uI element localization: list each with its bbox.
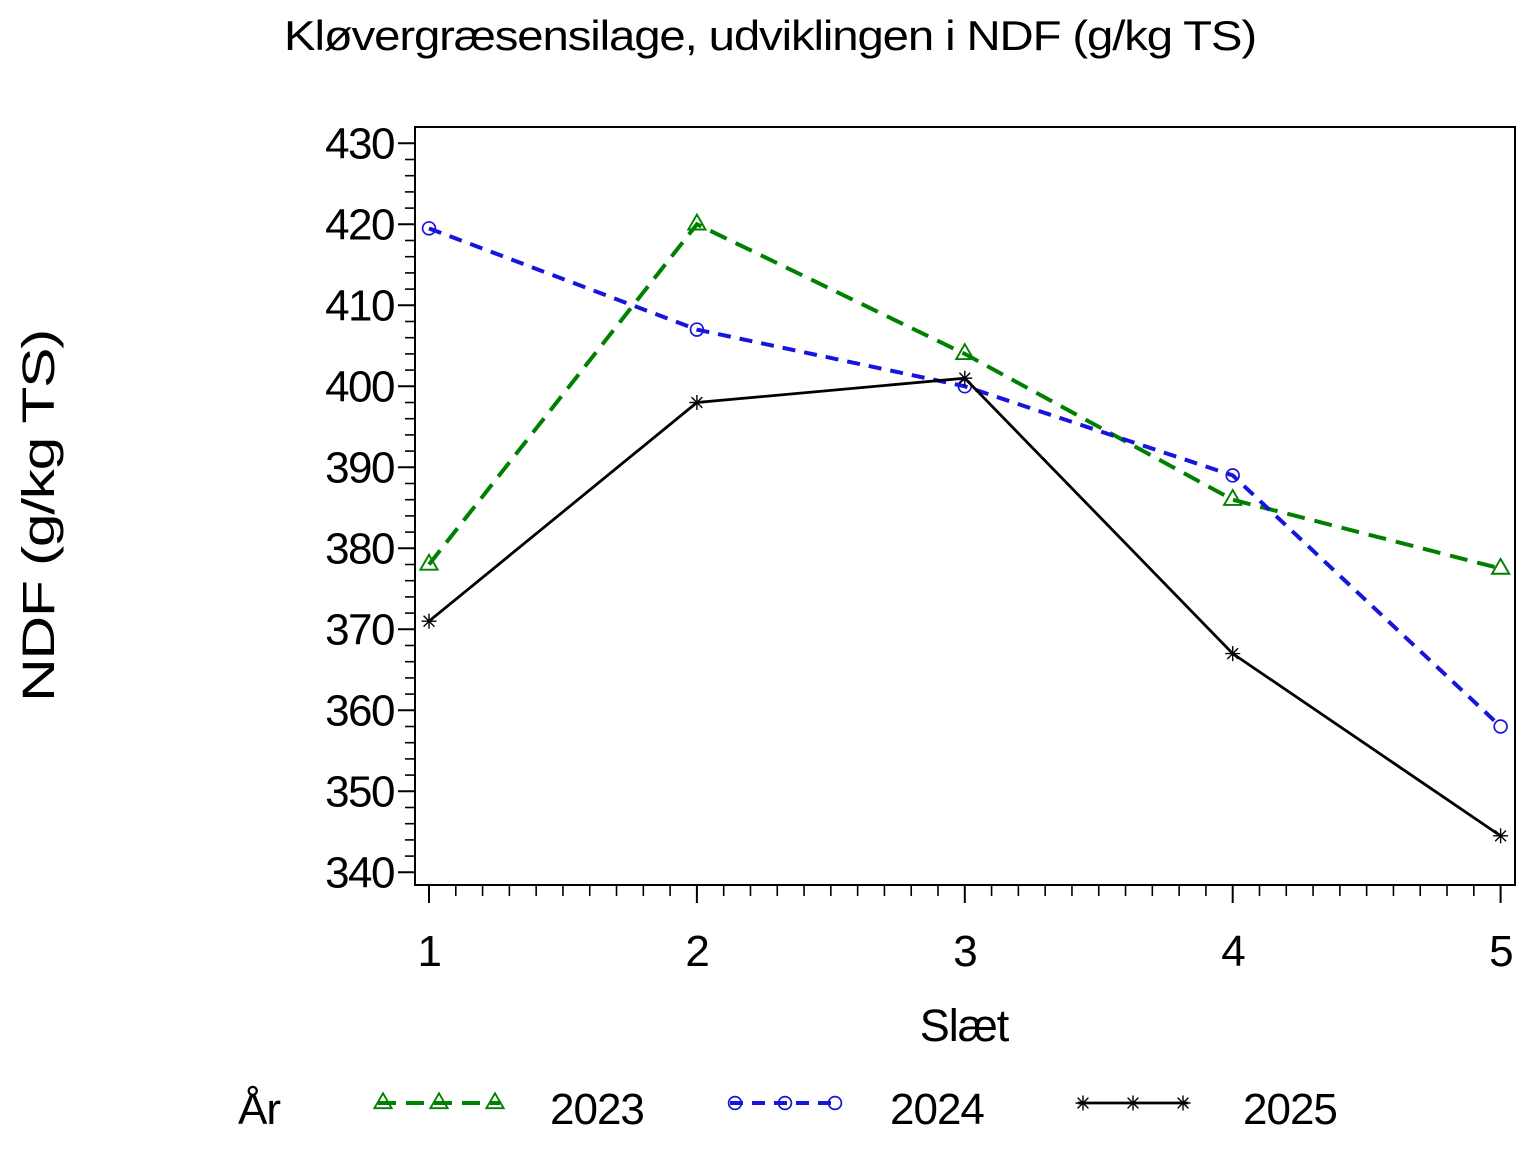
x-axis-title: Slæt — [920, 1000, 1010, 1051]
series-2023-triangle-marker — [1490, 556, 1511, 575]
axis-ticks — [398, 142, 1502, 903]
legend-2025-star-marker — [1075, 1095, 1091, 1111]
y-tick-label: 400 — [325, 362, 394, 411]
y-tick-label: 350 — [325, 767, 394, 816]
legend-label-2024: 2024 — [890, 1085, 984, 1134]
y-tick-label: 370 — [325, 605, 394, 654]
y-tick-label: 340 — [325, 848, 394, 897]
series-2025 — [421, 370, 1509, 844]
series-2023 — [418, 212, 1511, 575]
series-2024-line — [428, 226, 1502, 728]
series-2025-star-marker — [957, 370, 973, 386]
legend-2025-star-marker — [1125, 1095, 1141, 1111]
legend-2025-star-marker — [1175, 1095, 1191, 1111]
series-2024-circle-marker — [689, 322, 705, 337]
series-2024-circle-marker — [421, 221, 437, 236]
legend-sample-2025 — [1075, 1095, 1191, 1111]
series-2023-triangle-marker — [1222, 488, 1243, 506]
y-tick-label: 390 — [325, 443, 394, 492]
y-tick-label: 410 — [325, 281, 394, 330]
series-2023-triangle-marker — [686, 212, 708, 231]
series-2024-circle-marker — [1225, 468, 1240, 483]
x-tick-label: 1 — [418, 927, 441, 976]
series-lines — [418, 212, 1511, 844]
legend-2024-circle-marker — [727, 1095, 743, 1111]
series-2025-line — [428, 376, 1502, 838]
series-2025-star-marker — [689, 395, 705, 410]
plot-border — [414, 126, 1516, 886]
x-tick-label: 3 — [953, 927, 976, 976]
y-tick-label: 430 — [325, 119, 394, 168]
legend-2023-triangle-marker — [428, 1091, 450, 1110]
plot-frame — [414, 126, 1516, 886]
x-tick-label: 4 — [1221, 927, 1245, 976]
series-2025-star-marker — [1225, 646, 1241, 662]
y-axis-title: NDF (g/kg TS) — [13, 330, 64, 702]
legend-2023-triangle-marker — [372, 1091, 394, 1110]
legend-sample-2024 — [727, 1095, 843, 1111]
legend: År 2023 2024 2025 — [238, 1085, 1338, 1134]
series-2023-line — [427, 221, 1502, 571]
series-2023-triangle-marker — [418, 552, 440, 571]
series-2025-star-marker — [1493, 828, 1509, 844]
legend-title: År — [238, 1085, 280, 1134]
tick-labels: 430 420 410 400 390 380 370 360 350 340 1 2 3 4 5 — [325, 119, 1514, 976]
legend-label-2025: 2025 — [1243, 1085, 1337, 1134]
series-2024 — [421, 221, 1508, 734]
legend-2024-circle-marker — [777, 1095, 793, 1111]
legend-sample-2023 — [372, 1091, 506, 1110]
y-tick-label: 380 — [325, 524, 394, 573]
legend-label-2023: 2023 — [550, 1085, 644, 1134]
series-2025-star-marker — [421, 613, 437, 629]
x-tick-label: 2 — [685, 927, 708, 976]
x-tick-label: 5 — [1489, 927, 1512, 976]
series-2023-triangle-marker — [954, 342, 976, 361]
legend-2024-circle-marker — [827, 1095, 843, 1111]
chart-title: Kløvergræsensilage, udviklingen i NDF (g… — [284, 12, 1256, 59]
y-tick-label: 420 — [325, 200, 394, 249]
y-tick-label: 360 — [325, 686, 394, 735]
legend-2023-triangle-marker — [484, 1091, 506, 1110]
series-2024-circle-marker — [1493, 719, 1508, 734]
